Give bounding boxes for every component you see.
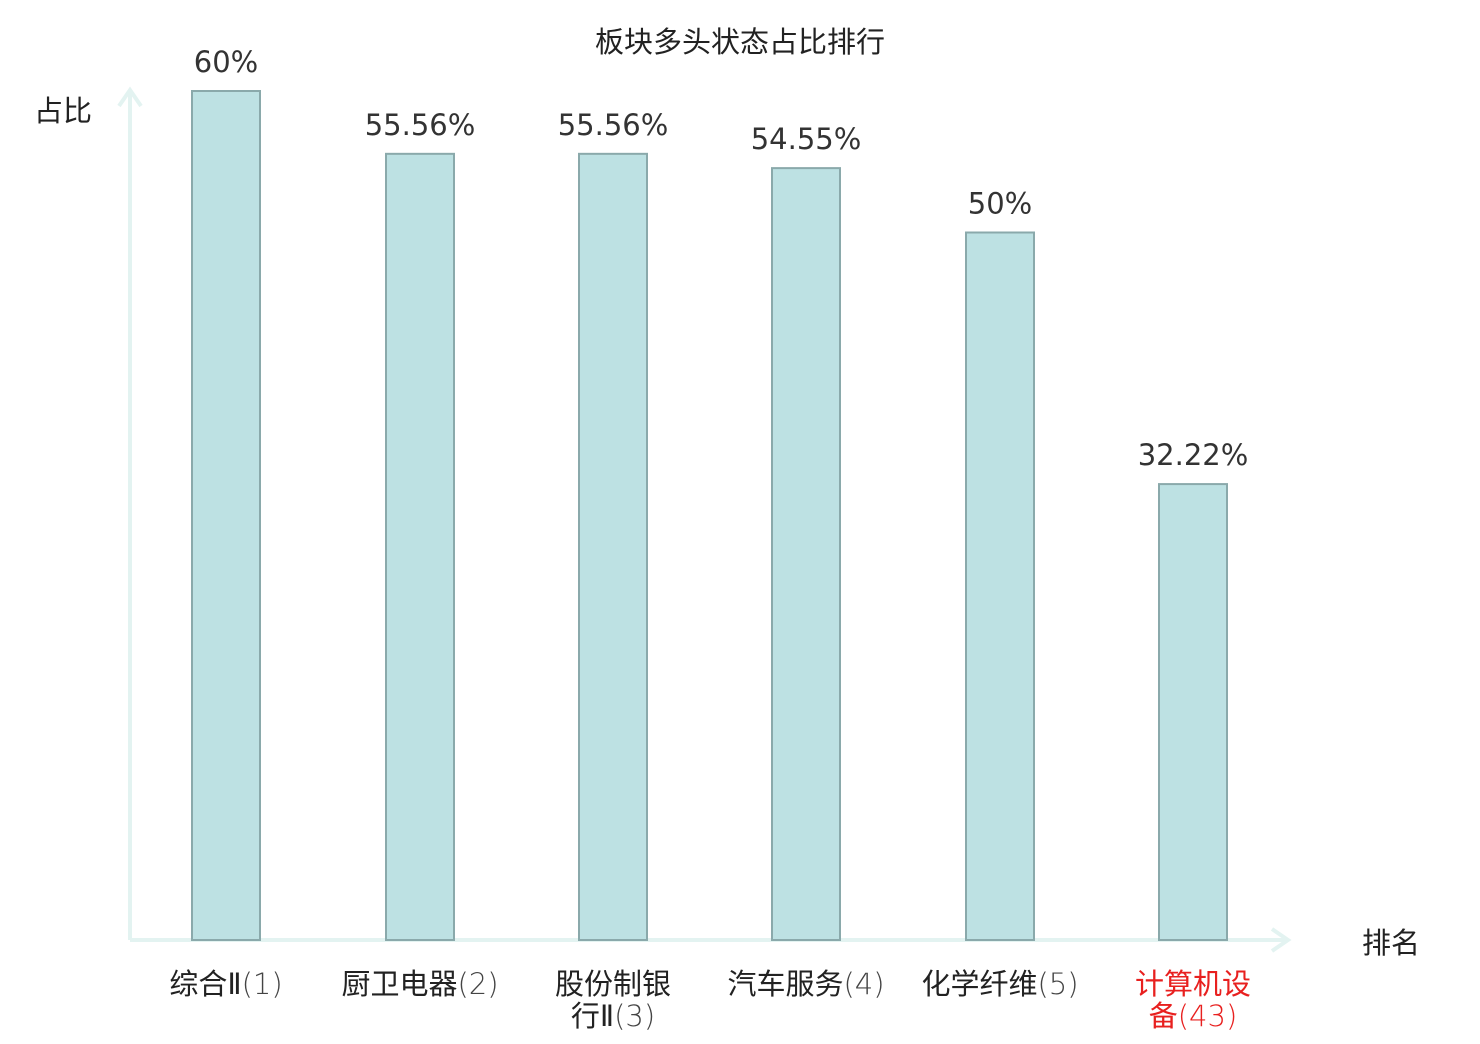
category-label-2: 厨卫电器(2) (341, 967, 498, 1001)
category-label-1: 综合Ⅱ(1) (169, 967, 282, 1001)
bar-6 (1158, 483, 1228, 941)
category-label-3: 股份制银行Ⅱ(3) (555, 967, 671, 1033)
bars-group (191, 90, 1228, 942)
x-axis-label: 排名 (1362, 926, 1420, 960)
category-label-5: 化学纤维(5) (921, 967, 1078, 1001)
bar-1 (191, 90, 261, 941)
category-label-6: 计算机设备(43) (1135, 967, 1251, 1033)
y-axis-label: 占比 (34, 94, 92, 128)
y-axis-arrow (117, 86, 143, 108)
chart-axes (117, 86, 1292, 953)
value-label-6: 32.22% (1138, 438, 1249, 472)
bar-5 (965, 231, 1035, 941)
bar-4 (771, 167, 841, 941)
category-labels-group: 综合Ⅱ(1) 厨卫电器(2) 股份制银行Ⅱ(3) 汽车服务(4) 化学纤维(5) 计算机设… (169, 967, 1251, 1033)
value-label-1: 60% (194, 45, 258, 79)
value-label-2: 55.56% (365, 108, 476, 142)
bar-2 (385, 152, 455, 942)
value-label-5: 50% (968, 187, 1032, 221)
bar-3 (578, 152, 648, 942)
category-label-4: 汽车服务(4) (727, 967, 884, 1001)
chart-title: 板块多头状态占比排行 (595, 25, 885, 59)
x-axis-arrow (1270, 927, 1292, 953)
value-labels-group: 60% 55.56% 55.56% 54.55% 50% 32.22% (194, 45, 1249, 472)
value-label-4: 54.55% (751, 122, 862, 156)
value-label-3: 55.56% (558, 108, 669, 142)
